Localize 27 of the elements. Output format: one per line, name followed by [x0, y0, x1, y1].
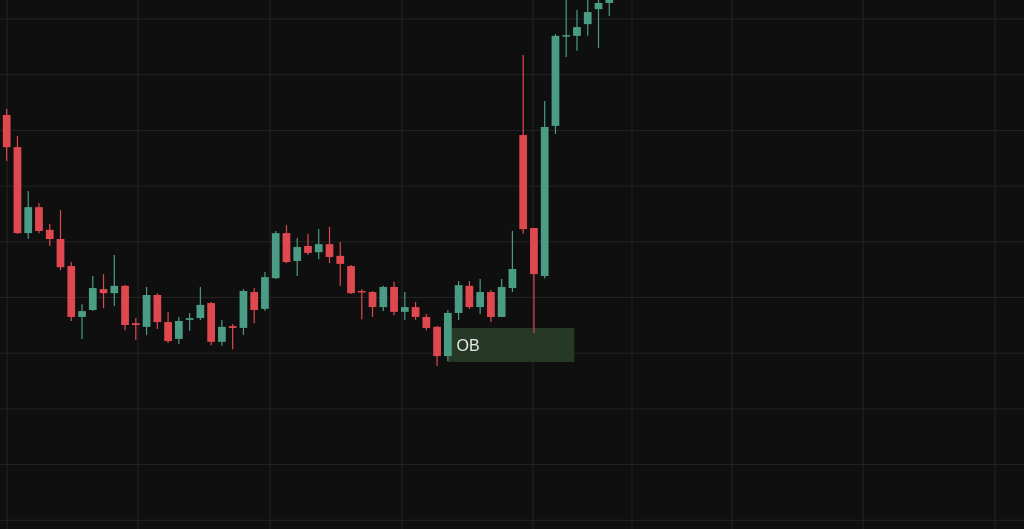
candlestick — [508, 230, 517, 293]
candlestick — [336, 241, 345, 287]
candlestick — [110, 254, 119, 307]
candlestick — [164, 311, 172, 344]
candlestick — [304, 233, 312, 256]
candlestick — [88, 275, 97, 312]
candlestick — [78, 303, 86, 340]
candlestick — [293, 237, 302, 277]
candlestick — [573, 9, 581, 52]
candlestick — [476, 278, 485, 315]
candlestick — [218, 319, 226, 347]
candlestick — [131, 317, 140, 341]
candlestick — [45, 223, 54, 247]
candlestick — [583, 0, 592, 37]
candlestick — [325, 226, 334, 264]
candlestick — [562, 0, 571, 58]
candlestick — [250, 287, 259, 324]
candlestick — [228, 323, 237, 350]
band-label: OB — [456, 336, 480, 354]
candlestick — [174, 316, 183, 345]
candlestick — [465, 280, 474, 310]
candlestick — [314, 228, 323, 260]
candlestick — [368, 290, 377, 318]
candlestick — [99, 273, 108, 309]
candlestick — [35, 202, 43, 234]
candlestick — [379, 285, 388, 312]
candlestick — [400, 291, 409, 321]
